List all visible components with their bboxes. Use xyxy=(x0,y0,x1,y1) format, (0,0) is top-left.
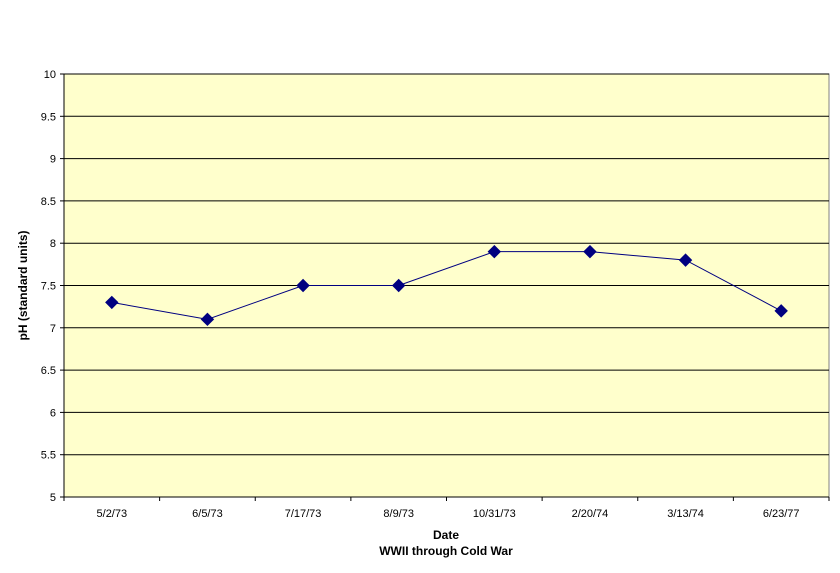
data-point-marker xyxy=(774,304,788,318)
y-tick-label: 5 xyxy=(50,492,56,504)
y-tick-label: 7.5 xyxy=(41,281,56,293)
y-tick-label: 7 xyxy=(50,323,56,335)
y-tick-label: 8.5 xyxy=(41,196,56,208)
x-tick-label: 5/2/73 xyxy=(97,508,128,520)
series-line xyxy=(111,251,782,320)
y-tick-label: 9 xyxy=(50,154,56,166)
x-tick-label: 6/23/77 xyxy=(763,508,800,520)
x-axis-ticks: 5/2/73 6/5/73 7/17/73 8/9/73 10/31/73 2/20/74… xyxy=(63,497,830,520)
y-tick-label: 10 xyxy=(44,69,56,81)
x-tick-label: 10/31/73 xyxy=(473,508,516,520)
x-tick-label: 8/9/73 xyxy=(383,508,414,520)
y-tick-label: 6.5 xyxy=(41,365,56,377)
y-tick-label: 9.5 xyxy=(41,111,56,123)
y-tick-label: 6 xyxy=(50,407,56,419)
data-point-marker xyxy=(583,244,597,259)
data-point-marker xyxy=(296,278,310,293)
y-axis-title: pH (standard units) xyxy=(16,230,30,340)
x-tick-label: 3/13/74 xyxy=(667,508,704,520)
data-point-marker xyxy=(487,244,502,259)
x-tick-label: 7/17/73 xyxy=(285,508,322,520)
data-point-marker xyxy=(105,295,119,310)
y-tick-label: 8 xyxy=(50,238,56,250)
gridlines xyxy=(64,73,829,456)
x-tick-label: 6/5/73 xyxy=(192,508,223,520)
x-tick-label: 2/20/74 xyxy=(572,508,609,520)
data-point-marker xyxy=(391,278,406,293)
data-series xyxy=(105,244,788,327)
y-axis-ticks: 5 5.5 6 6.5 7 7.5 8 8.5 9 9.5 10 xyxy=(41,69,829,504)
data-point-marker xyxy=(678,253,693,267)
x-axis-title: Date xyxy=(433,528,459,542)
y-tick-label: 5.5 xyxy=(41,450,56,462)
x-axis-subtitle: WWII through Cold War xyxy=(379,544,513,558)
data-point-marker xyxy=(200,312,215,327)
